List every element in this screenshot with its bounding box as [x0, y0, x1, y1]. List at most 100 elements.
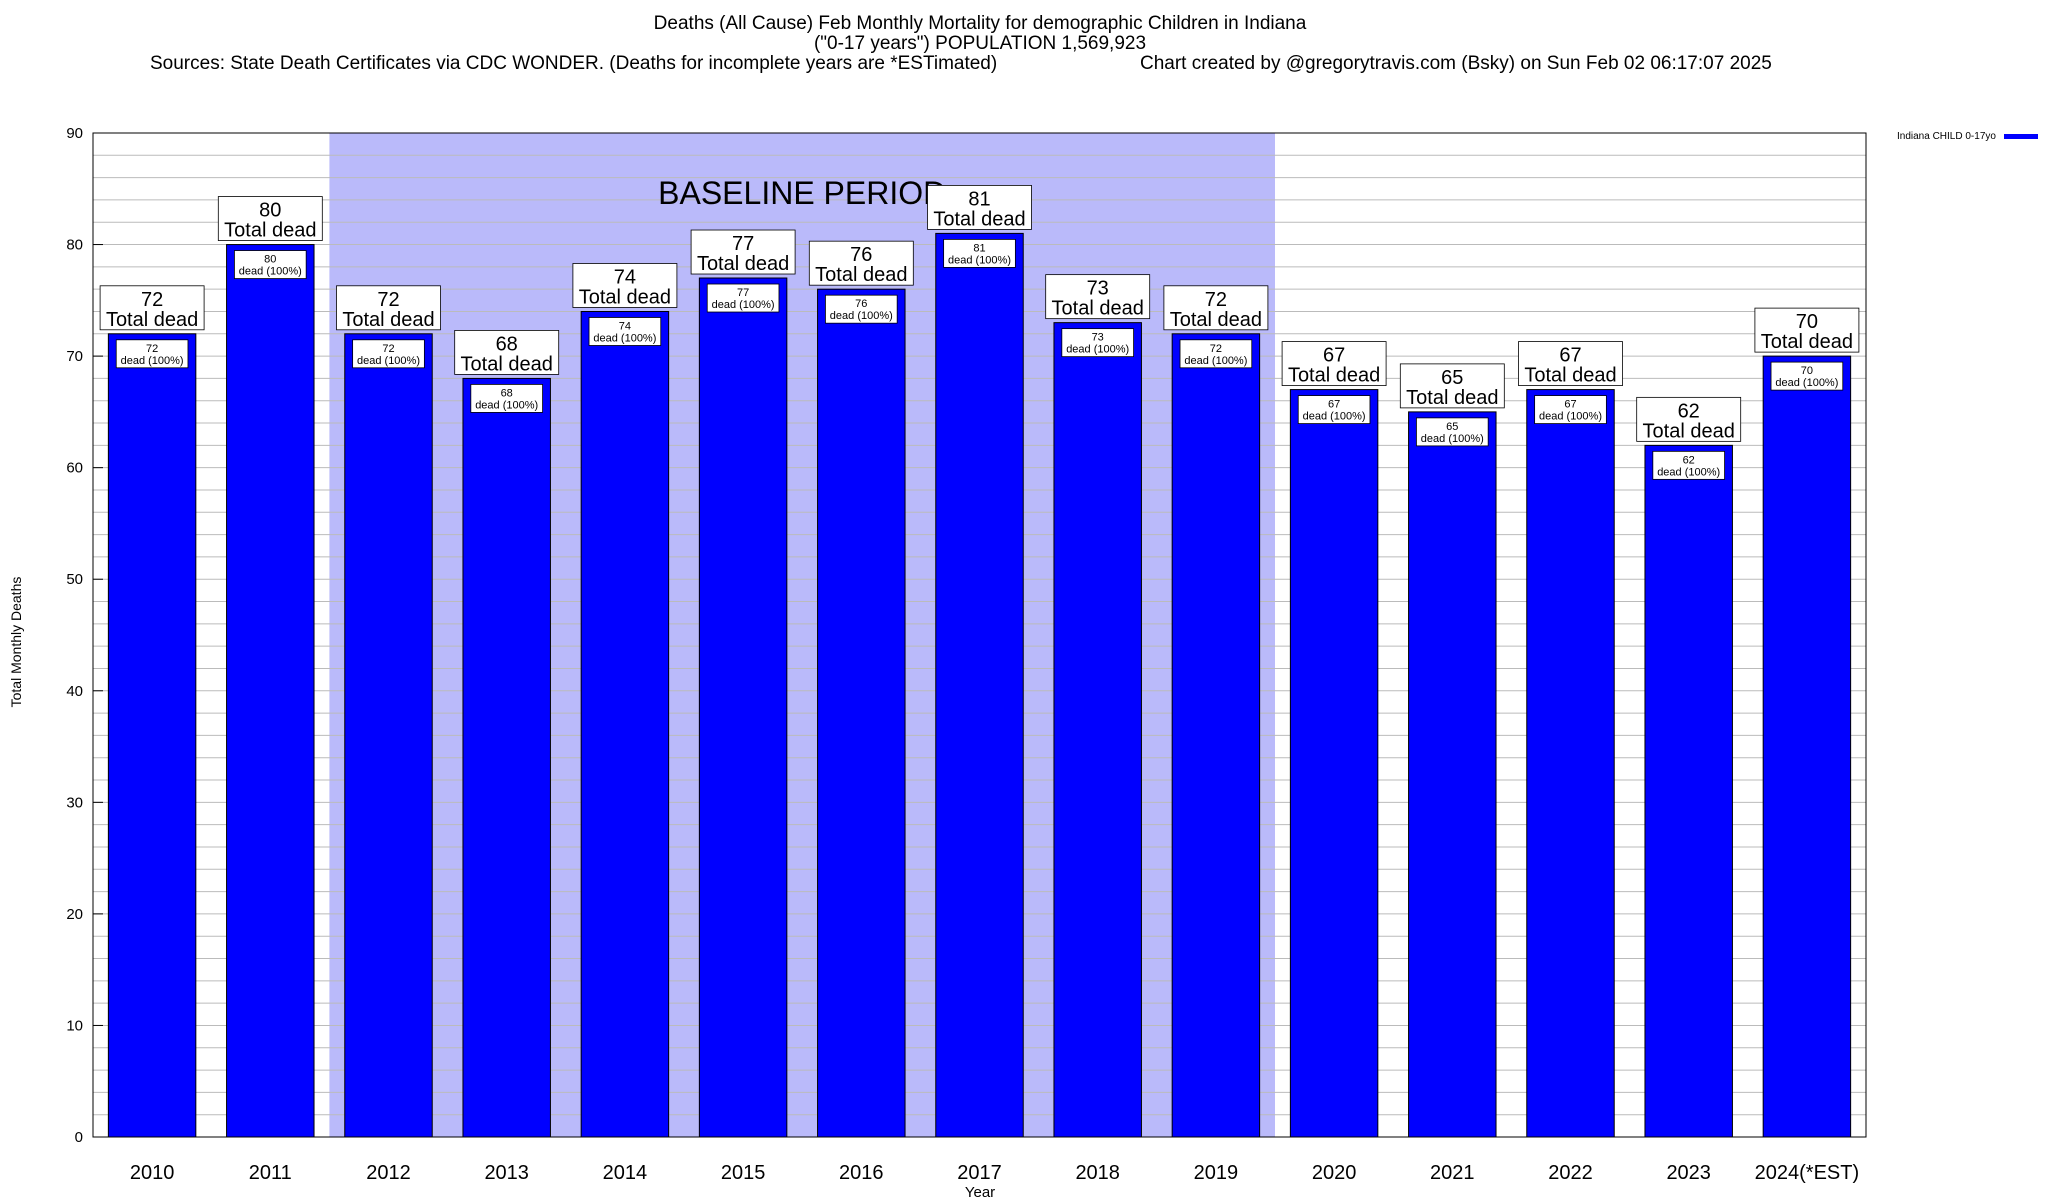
bar-total-label-box	[1281, 341, 1387, 386]
bar-inner-value-label: 77	[737, 287, 749, 299]
bar-inner-percent-label: dead (100%)	[1421, 433, 1484, 445]
bar-total-text-label: Total dead	[1288, 365, 1380, 387]
bar-total-text-label: Total dead	[461, 353, 553, 375]
y-tick-label: 60	[66, 460, 83, 477]
bar-total-value-label: 68	[496, 333, 518, 355]
x-tick-label: 2019	[1194, 1162, 1239, 1184]
bar-total-label-box	[1518, 341, 1623, 386]
bar-inner-label-box	[1297, 395, 1371, 424]
chart-sources: Sources: State Death Certificates via CD…	[150, 53, 998, 74]
bar	[344, 333, 433, 1138]
x-tick-label: 2018	[1075, 1162, 1120, 1184]
bar	[462, 377, 551, 1138]
x-tick-label: 2020	[1312, 1162, 1357, 1184]
bar-total-value-label: 72	[1205, 289, 1227, 311]
bar-inner-label-box	[1416, 417, 1489, 447]
bar-total-value-label: 67	[1323, 345, 1345, 367]
bar	[1171, 333, 1261, 1138]
bar-total-text-label: Total dead	[933, 208, 1025, 230]
x-tick-label: 2012	[366, 1162, 411, 1184]
bar-inner-value-label: 80	[264, 254, 276, 266]
y-tick-label: 70	[66, 348, 83, 365]
bar-inner-value-label: 70	[1801, 365, 1813, 377]
bar-inner-value-label: 68	[501, 387, 513, 399]
x-tick-label: 2010	[130, 1162, 175, 1184]
bar-inner-value-label: 67	[1328, 399, 1340, 411]
bar-inner-label-box	[1770, 361, 1844, 391]
bar-inner-percent-label: dead (100%)	[830, 310, 893, 322]
y-tick-label: 90	[66, 125, 83, 142]
y-tick-label: 10	[66, 1017, 83, 1034]
bar	[226, 244, 315, 1138]
bar-inner-percent-label: dead (100%)	[1066, 344, 1129, 356]
bar-inner-label-box	[1061, 328, 1134, 358]
bar-inner-label-box	[943, 238, 1016, 268]
bar-total-text-label: Total dead	[1761, 331, 1853, 353]
bar-inner-label-box	[706, 283, 780, 313]
bar	[107, 333, 197, 1138]
bar-total-label-box	[336, 285, 441, 331]
bar-inner-value-label: 72	[382, 343, 394, 355]
bar-inner-label-box	[1652, 450, 1725, 480]
bar-total-label-box	[1045, 274, 1151, 320]
bar-total-label-box	[1636, 396, 1742, 442]
bar-inner-value-label: 72	[146, 343, 158, 355]
baseline-period-label: BASELINE PERIOD	[658, 175, 946, 211]
bar-inner-percent-label: dead (100%)	[712, 299, 775, 311]
bar-inner-percent-label: dead (100%)	[239, 266, 302, 278]
bar-total-label-box	[1754, 307, 1860, 353]
legend-label: Indiana CHILD 0-17yo	[1897, 131, 1996, 142]
y-tick-label: 30	[66, 794, 83, 811]
bar-total-value-label: 80	[259, 200, 281, 222]
bar-inner-label-box	[1179, 339, 1253, 369]
x-tick-label: 2021	[1430, 1162, 1475, 1184]
bar-total-value-label: 72	[377, 289, 399, 311]
bar-total-value-label: 70	[1796, 311, 1818, 333]
x-tick-label: 2024(*EST)	[1755, 1162, 1860, 1184]
bar	[1762, 355, 1852, 1138]
bar-inner-percent-label: dead (100%)	[948, 254, 1011, 266]
bar-total-text-label: Total dead	[697, 253, 789, 275]
bar-inner-label-box	[825, 294, 898, 324]
bar-total-value-label: 81	[968, 188, 990, 210]
x-axis-label: Year	[964, 1184, 996, 1201]
bar-total-label-box	[1163, 285, 1269, 331]
bar	[580, 310, 670, 1138]
y-tick-label: 80	[66, 237, 83, 254]
bar-total-value-label: 67	[1559, 345, 1581, 367]
bar-total-text-label: Total dead	[1643, 420, 1735, 442]
bar-total-label-box	[572, 263, 678, 308]
bar-total-text-label: Total dead	[1170, 309, 1262, 331]
chart-credit: Chart created by @gregorytravis.com (Bsk…	[1140, 53, 1772, 74]
bar-total-text-label: Total dead	[579, 286, 671, 308]
y-tick-label: 40	[66, 683, 83, 700]
y-tick-label: 0	[75, 1129, 83, 1146]
bar-inner-percent-label: dead (100%)	[593, 332, 656, 344]
bar-total-text-label: Total dead	[342, 309, 434, 331]
bar-total-text-label: Total dead	[815, 264, 907, 286]
x-tick-label: 2014	[603, 1162, 648, 1184]
x-tick-label: 2017	[957, 1162, 1002, 1184]
bar-total-text-label: Total dead	[106, 309, 198, 331]
bar-inner-value-label: 76	[855, 298, 867, 310]
bar-total-text-label: Total dead	[224, 220, 316, 242]
bar-inner-value-label: 73	[1092, 332, 1104, 344]
bar-inner-percent-label: dead (100%)	[357, 355, 420, 367]
y-tick-label: 20	[66, 906, 83, 923]
bar-total-label-box	[1399, 363, 1505, 409]
bar-inner-percent-label: dead (100%)	[1303, 411, 1366, 423]
bar-inner-percent-label: dead (100%)	[1657, 466, 1720, 478]
bar-total-value-label: 72	[141, 289, 163, 311]
bar-inner-label-box	[234, 250, 307, 279]
bar-inner-value-label: 74	[619, 320, 631, 332]
bar-inner-label-box	[352, 339, 425, 369]
y-tick-label: 50	[66, 571, 83, 588]
x-tick-label: 2023	[1666, 1162, 1711, 1184]
bar-inner-label-box	[470, 384, 543, 413]
chart-title: Deaths (All Cause) Feb Monthly Mortality…	[653, 13, 1307, 34]
bar-total-label-box	[217, 196, 323, 241]
bar-inner-percent-label: dead (100%)	[1184, 355, 1247, 367]
bar-total-label-box	[99, 285, 205, 331]
bar-inner-value-label: 62	[1683, 454, 1695, 466]
